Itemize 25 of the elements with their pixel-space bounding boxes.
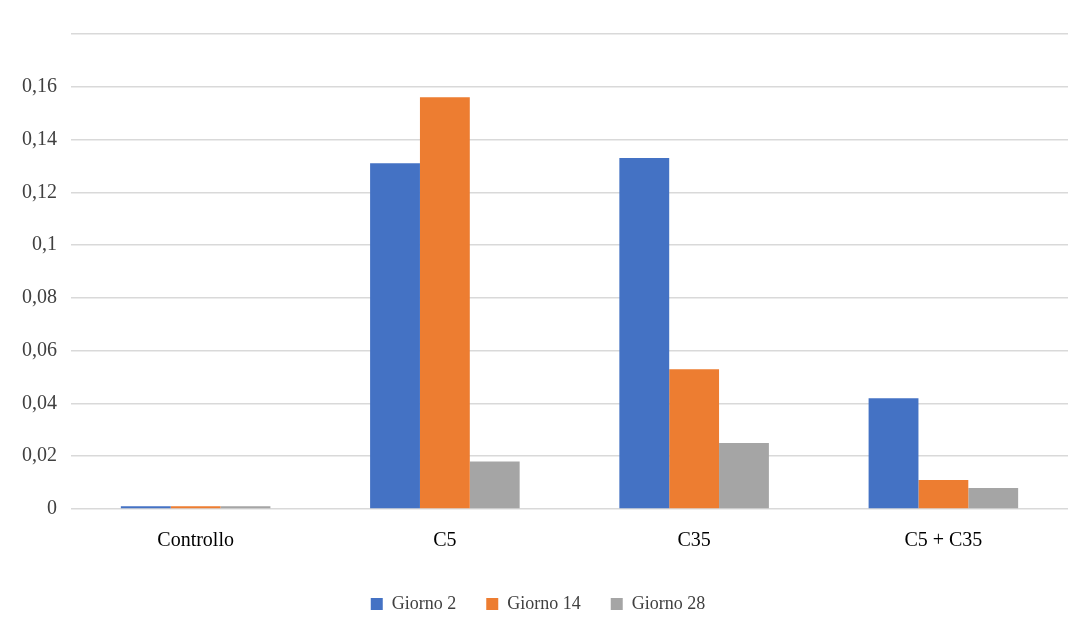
bar <box>469 461 520 509</box>
y-tick-label: 0,1 <box>32 232 57 255</box>
bar <box>968 487 1019 509</box>
x-tick-label: C5 + C35 <box>904 528 983 551</box>
y-tick-label: 0,04 <box>22 390 57 413</box>
bar <box>619 158 670 509</box>
y-tick-label: 0,16 <box>22 74 57 97</box>
legend-label: Giorno 14 <box>507 592 581 613</box>
y-tick-label: 0,08 <box>22 285 57 308</box>
y-tick-label: 0,14 <box>22 126 57 149</box>
y-tick-label: 0,06 <box>22 337 57 360</box>
x-tick-label: Controllo <box>157 528 234 551</box>
x-tick-label: C5 <box>433 528 457 551</box>
legend-label: Giorno 2 <box>391 592 457 613</box>
legend-label: Giorno 28 <box>631 592 706 613</box>
bar <box>868 398 919 509</box>
y-tick-label: 0,02 <box>22 443 57 466</box>
y-tick-label: 0,12 <box>22 179 57 202</box>
x-tick-label: C35 <box>677 528 711 551</box>
bar <box>370 163 420 509</box>
bar <box>719 443 769 509</box>
bar <box>419 97 470 509</box>
y-tick-label: 0 <box>47 496 57 519</box>
bar <box>918 479 969 509</box>
bar <box>669 369 720 509</box>
